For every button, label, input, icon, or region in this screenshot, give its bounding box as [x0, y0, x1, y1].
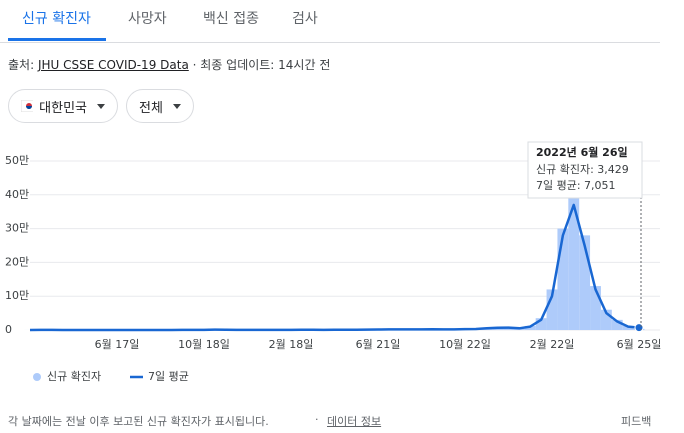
scope-dropdown[interactable]: 전체 — [126, 89, 194, 123]
y-tick-label: 20만 — [5, 255, 29, 268]
bar — [579, 235, 591, 330]
bar — [611, 319, 623, 330]
y-tick-label: 50만 — [5, 154, 29, 167]
separator: · — [315, 413, 319, 426]
tooltip-average: 7일 평균: 7,051 — [536, 178, 616, 192]
bar — [535, 318, 547, 330]
dropdown-label: 전체 — [139, 100, 163, 116]
x-tick-label: 2월 18일 — [269, 337, 314, 351]
flag — [21, 100, 34, 112]
tooltip-date: 2022년 6월 26일 — [536, 145, 628, 159]
y-tick-label: 40만 — [5, 188, 29, 201]
tab[interactable]: 검사 — [292, 11, 318, 27]
dropdown-label: 대한민국 — [39, 100, 87, 116]
x-tick-label: 6월 17일 — [95, 337, 140, 351]
x-tick-label: 6월 21일 — [356, 337, 401, 351]
tooltip — [527, 141, 643, 199]
caret — [172, 103, 181, 109]
legend-label: 신규 확진자 — [47, 370, 101, 383]
line — [29, 203, 640, 332]
legend-swatch — [33, 373, 41, 381]
x-tick-label: 10월 22일 — [439, 337, 491, 351]
tooltip-daily: 신규 확진자: 3,429 — [536, 163, 629, 176]
bar — [622, 325, 634, 330]
legend-label: 7일 평균 — [148, 369, 189, 383]
y-tick-label: 0 — [5, 323, 12, 336]
updated: · 최종 업데이트: 14시간 전 — [192, 58, 331, 72]
hover-dot — [634, 323, 644, 333]
divider — [0, 42, 660, 43]
bar — [568, 194, 580, 330]
source-prefix: 출처: — [8, 58, 35, 72]
bar — [600, 309, 612, 330]
x-tick-label: 6월 25일 — [617, 337, 662, 351]
y-tick-label: 10만 — [5, 289, 29, 302]
tab[interactable]: 신규 확진자 — [22, 11, 91, 27]
source-link[interactable]: JHU CSSE COVID-19 Data — [37, 58, 189, 72]
bar — [524, 325, 536, 330]
bar — [590, 286, 601, 330]
footer-note: 각 날짜에는 전날 이후 보고된 신규 확진자가 표시됩니다. — [8, 415, 269, 428]
source: 출처: JHU CSSE COVID-19 Data · 최종 업데이트: 14… — [8, 56, 330, 73]
country-dropdown[interactable]: 대한민국 — [8, 89, 118, 123]
y-tick-label: 30만 — [5, 222, 29, 235]
tab-indicator — [8, 38, 106, 41]
data-info-link[interactable]: 데이터 정보 — [327, 415, 382, 428]
bar — [546, 289, 558, 330]
plot: 0 10만 20만 30만 40만 50만 6월 17일 10월 18일 2월 18일 6월 21… — [5, 154, 661, 351]
tab[interactable]: 백신 접종 — [203, 11, 259, 27]
x-tick-label: 10월 18일 — [178, 337, 230, 351]
caret — [97, 103, 105, 109]
tab[interactable]: 사망자 — [128, 11, 167, 27]
x-tick-label: 2월 22일 — [530, 337, 575, 351]
bar — [557, 228, 569, 330]
feedback-link[interactable]: 피드백 — [621, 415, 652, 428]
